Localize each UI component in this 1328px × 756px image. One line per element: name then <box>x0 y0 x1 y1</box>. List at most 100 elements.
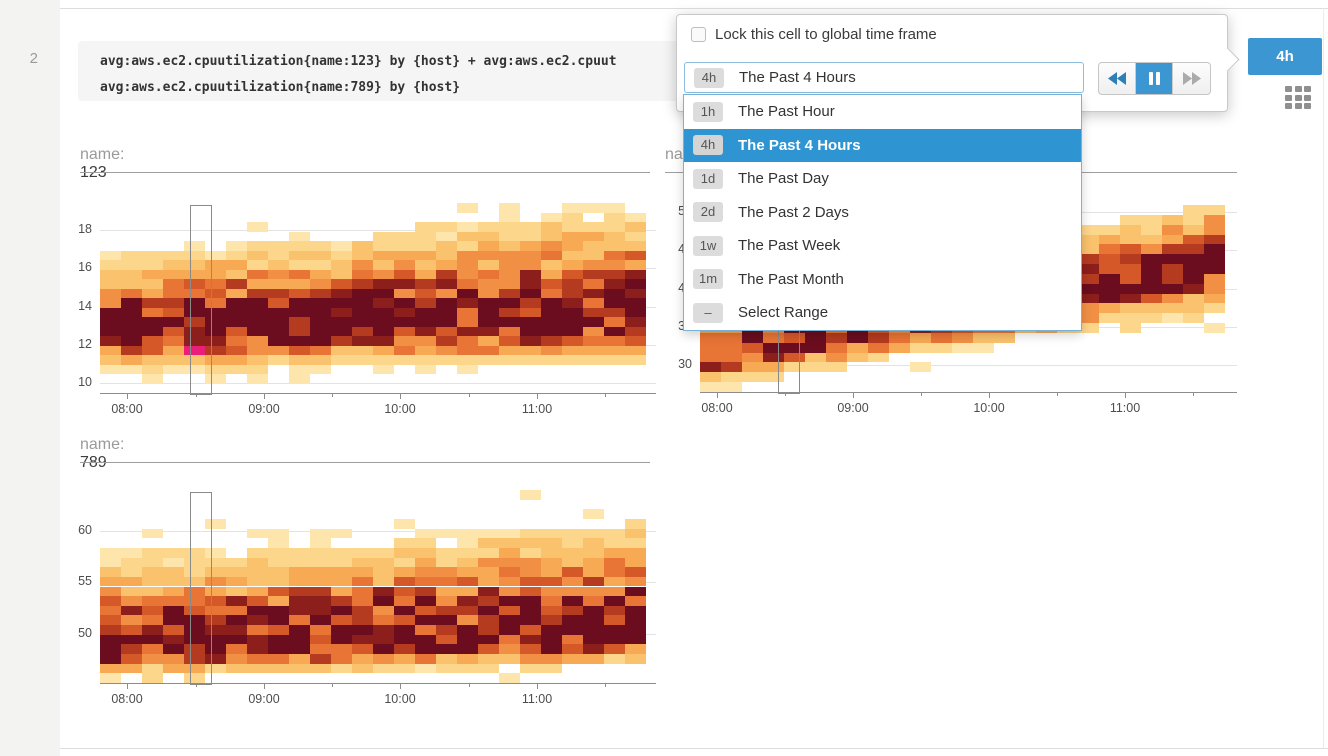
heatmap-cell <box>226 567 247 577</box>
heatmap-cell <box>625 634 646 645</box>
heatmap-cell <box>1099 244 1120 255</box>
timeframe-option-the-past-day[interactable]: 1d The Past Day <box>684 162 1081 196</box>
heatmap-cell <box>562 586 583 597</box>
timeframe-option-select-range[interactable]: – Select Range <box>684 296 1081 330</box>
heatmap-cell <box>331 576 352 587</box>
heatmap-cell <box>331 317 352 327</box>
heatmap-cell <box>520 567 541 577</box>
heatmap-cell <box>268 625 289 635</box>
heatmap-cell <box>142 260 163 270</box>
heatmap-cell <box>352 586 373 597</box>
lock-checkbox[interactable] <box>691 27 706 42</box>
heatmap-cell <box>142 625 163 635</box>
heatmap-cell <box>520 269 541 279</box>
heatmap-cell <box>184 317 205 327</box>
heatmap-cell <box>394 336 415 346</box>
heatmap-cell <box>931 342 952 353</box>
heatmap-cell <box>457 307 478 317</box>
heatmap-cell <box>331 528 352 539</box>
heatmap-cell <box>583 355 604 365</box>
heatmap-cell <box>1078 264 1099 274</box>
heatmap-cell <box>415 231 436 241</box>
heatmap-cell <box>763 362 784 373</box>
heatmap-cell <box>457 279 478 289</box>
heatmap-cell <box>973 332 994 343</box>
heatmap-cell <box>436 355 457 365</box>
timeframe-select[interactable]: 4h The Past 4 Hours <box>684 62 1084 93</box>
heatmap-cell <box>331 644 352 655</box>
pause-button[interactable] <box>1136 63 1173 94</box>
heatmap-cell <box>541 317 562 327</box>
heatmap-cell <box>121 625 142 635</box>
heatmap-cell <box>373 605 394 616</box>
query-line-2: avg:aws.ec2.cpuutilization{name:789} by … <box>100 80 461 95</box>
heatmap-cell <box>625 625 646 635</box>
heatmap-cell <box>583 596 604 606</box>
timeframe-option-the-past-4-hours[interactable]: 4h The Past 4 Hours <box>684 128 1081 162</box>
heatmap-cell <box>247 634 268 645</box>
heatmap-cell <box>310 596 331 606</box>
heatmap-cell <box>415 250 436 260</box>
heatmap-cell <box>541 576 562 587</box>
option-tag: 2d <box>693 202 723 223</box>
heatmap-cell <box>847 352 868 363</box>
heatmap-cell <box>604 250 625 260</box>
heatmap-cell <box>268 336 289 346</box>
heatmap-cell <box>478 317 499 327</box>
heatmap-cell <box>1078 303 1099 314</box>
heatmap-cell <box>562 250 583 260</box>
heatmap-cell <box>1183 264 1204 274</box>
heatmap-cell <box>310 336 331 346</box>
heatmap-cell <box>142 364 163 374</box>
option-label: The Past 4 Hours <box>738 136 861 154</box>
rewind-button[interactable] <box>1099 63 1136 94</box>
heatmap-cell <box>541 288 562 298</box>
heatmap-cell <box>562 576 583 587</box>
heatmap-cell <box>436 298 457 308</box>
heatmap-cell <box>373 644 394 655</box>
heatmap-cell <box>289 567 310 577</box>
heatmap-cell <box>310 326 331 336</box>
timeframe-option-the-past-hour[interactable]: 1h The Past Hour <box>684 95 1081 129</box>
timeframe-option-the-past-month[interactable]: 1m The Past Month <box>684 263 1081 297</box>
heatmap-cell <box>289 241 310 251</box>
heatmap-cell <box>889 342 910 353</box>
heatmap-cell <box>121 547 142 558</box>
heatmap-cell <box>763 352 784 363</box>
heatmap-cell <box>583 336 604 346</box>
fast-forward-button[interactable] <box>1173 63 1210 94</box>
heatmap-cell <box>541 615 562 626</box>
y-axis-label: 30 <box>678 357 692 371</box>
heatmap-cell <box>331 345 352 355</box>
heatmap-cell <box>478 326 499 336</box>
dashboard-grid-icon[interactable] <box>1285 86 1311 109</box>
heatmap-cell <box>583 567 604 577</box>
timeframe-option-the-past-week[interactable]: 1w The Past Week <box>684 229 1081 263</box>
heatmap-cell <box>415 307 436 317</box>
heatmap-cell <box>205 567 226 577</box>
x-axis-tick <box>400 683 401 689</box>
heatmap-cell <box>310 625 331 635</box>
heatmap-cell <box>562 269 583 279</box>
timeframe-option-the-past-2-days[interactable]: 2d The Past 2 Days <box>684 196 1081 230</box>
heatmap-cell <box>163 596 184 606</box>
heatmap-cell <box>562 538 583 548</box>
heatmap-cell <box>1078 313 1099 324</box>
heatmap-cell <box>163 364 184 374</box>
heatmap-cell <box>1162 214 1183 225</box>
heatmap-cell <box>163 576 184 587</box>
timeframe-button[interactable]: 4h <box>1248 38 1322 75</box>
heatmap-cell <box>1204 205 1225 215</box>
heatmap-cell <box>352 250 373 260</box>
heatmap-cell <box>583 326 604 336</box>
heatmap-cell <box>268 644 289 655</box>
heatmap-cell <box>583 615 604 626</box>
heatmap-cell <box>415 615 436 626</box>
heatmap-cell <box>373 663 394 674</box>
heatmap-cell <box>520 298 541 308</box>
heatmap-cell <box>520 605 541 616</box>
heatmap-cell <box>541 298 562 308</box>
y-axis-label: 60 <box>78 523 92 537</box>
heatmap-cell <box>721 342 742 353</box>
heatmap-cell <box>121 557 142 568</box>
